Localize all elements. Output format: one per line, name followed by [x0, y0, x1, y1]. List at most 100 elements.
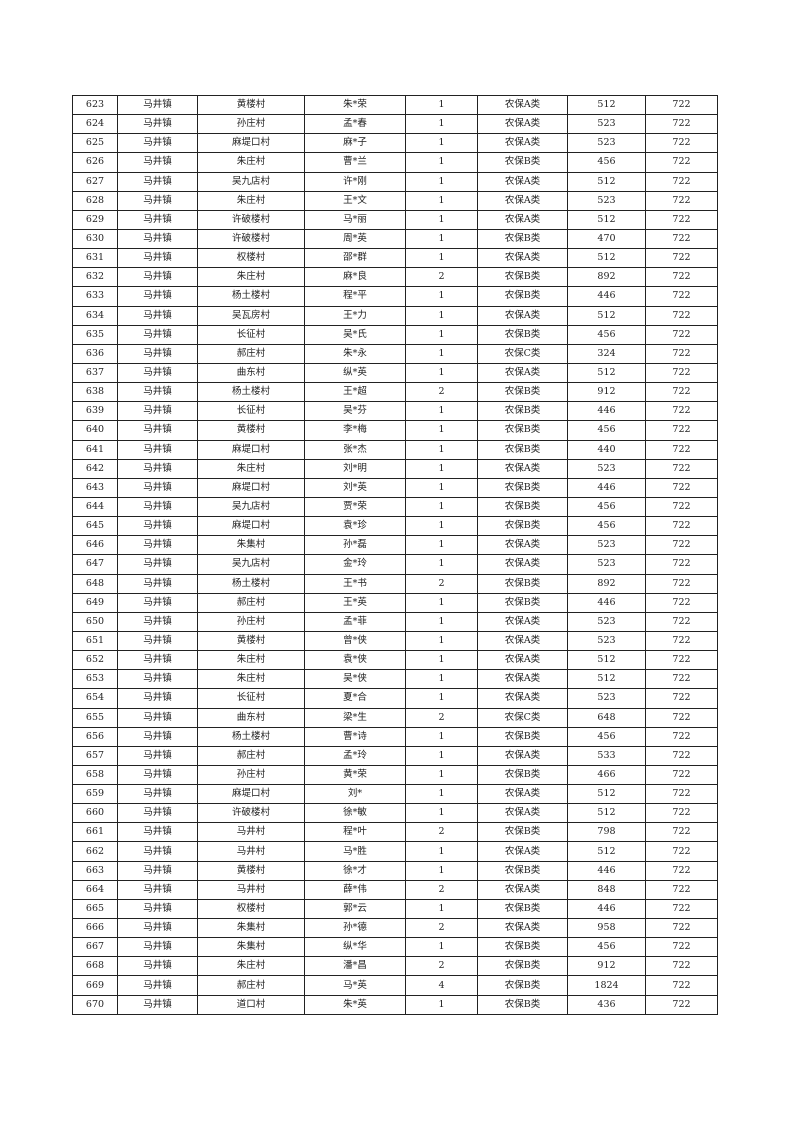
cell-household-count: 2	[405, 956, 478, 977]
cell-amount: 436	[567, 994, 646, 1015]
cell-village: 麻堤口村	[197, 516, 305, 537]
cell-amount: 456	[567, 324, 646, 345]
table-row: 628 马井镇 朱庄村 王*文 1 农保A类 523 722	[72, 190, 718, 211]
cell-amount: 456	[567, 937, 646, 958]
cell-row-number: 638	[72, 382, 118, 403]
cell-amount: 912	[567, 956, 646, 977]
cell-name: 吴*氏	[304, 324, 406, 345]
cell-town: 马井镇	[117, 171, 198, 192]
table-row: 659 马井镇 麻堤口村 刘* 1 农保A类 512 722	[72, 784, 718, 805]
cell-row-number: 668	[72, 956, 118, 977]
cell-name: 袁*珍	[304, 516, 406, 537]
cell-household-count: 1	[405, 669, 478, 690]
cell-name: 麻*子	[304, 133, 406, 154]
cell-name: 马*胜	[304, 841, 406, 862]
cell-amount: 512	[567, 669, 646, 690]
cell-amount: 523	[567, 554, 646, 575]
cell-household-count: 2	[405, 707, 478, 728]
cell-category: 农保A类	[477, 133, 568, 154]
cell-village: 郝庄村	[197, 592, 305, 613]
cell-amount: 446	[567, 401, 646, 422]
cell-household-count: 1	[405, 477, 478, 498]
cell-amount: 523	[567, 535, 646, 556]
cell-household-count: 1	[405, 611, 478, 632]
cell-category: 农保B类	[477, 401, 568, 422]
cell-standard: 722	[645, 956, 718, 977]
cell-household-count: 1	[405, 764, 478, 786]
cell-town: 马井镇	[117, 764, 198, 786]
cell-category: 农保B类	[477, 592, 568, 613]
cell-row-number: 639	[72, 401, 118, 422]
table-row: 656 马井镇 杨土楼村 曹*诗 1 农保B类 456 722	[72, 726, 718, 747]
cell-town: 马井镇	[117, 784, 198, 805]
cell-town: 马井镇	[117, 94, 198, 116]
cell-standard: 722	[645, 994, 718, 1015]
table-row: 658 马井镇 孙庄村 黄*荣 1 农保B类 466 722	[72, 764, 718, 786]
cell-household-count: 1	[405, 937, 478, 958]
cell-household-count: 1	[405, 898, 478, 920]
cell-town: 马井镇	[117, 305, 198, 326]
cell-village: 麻堤口村	[197, 133, 305, 154]
cell-village: 黄楼村	[197, 420, 305, 441]
cell-row-number: 624	[72, 114, 118, 135]
cell-standard: 722	[645, 688, 718, 709]
cell-standard: 722	[645, 918, 718, 939]
cell-amount: 324	[567, 343, 646, 364]
cell-name: 王*力	[304, 305, 406, 326]
table-row: 634 马井镇 吴瓦房村 王*力 1 农保A类 512 722	[72, 305, 718, 326]
cell-row-number: 666	[72, 918, 118, 939]
cell-village: 权楼村	[197, 898, 305, 920]
cell-amount: 1824	[567, 975, 646, 996]
cell-standard: 722	[645, 592, 718, 613]
cell-row-number: 641	[72, 439, 118, 460]
cell-category: 农保A类	[477, 630, 568, 652]
cell-category: 农保A类	[477, 554, 568, 575]
cell-standard: 722	[645, 937, 718, 958]
cell-amount: 523	[567, 114, 646, 135]
cell-category: 农保B类	[477, 420, 568, 441]
cell-row-number: 653	[72, 669, 118, 690]
cell-amount: 958	[567, 918, 646, 939]
table-row: 652 马井镇 朱庄村 袁*侠 1 农保A类 512 722	[72, 650, 718, 671]
cell-town: 马井镇	[117, 841, 198, 862]
cell-standard: 722	[645, 362, 718, 384]
cell-category: 农保B类	[477, 822, 568, 843]
cell-category: 农保A类	[477, 190, 568, 211]
cell-category: 农保A类	[477, 918, 568, 939]
cell-name: 孟*玲	[304, 745, 406, 766]
cell-household-count: 1	[405, 420, 478, 441]
cell-household-count: 1	[405, 228, 478, 250]
cell-standard: 722	[645, 669, 718, 690]
table-row: 653 马井镇 朱庄村 吴*侠 1 农保A类 512 722	[72, 669, 718, 690]
cell-household-count: 1	[405, 305, 478, 326]
table-body: 623 马井镇 黄楼村 朱*荣 1 农保A类 512 722 624 马井镇 孙庄村 孟*春 1 农保A类…	[72, 94, 718, 1015]
table-row: 669 马井镇 郝庄村 马*英 4 农保B类 1824 722	[72, 975, 718, 996]
cell-town: 马井镇	[117, 592, 198, 613]
cell-village: 曲东村	[197, 362, 305, 384]
cell-village: 朱庄村	[197, 152, 305, 173]
cell-town: 马井镇	[117, 937, 198, 958]
cell-standard: 722	[645, 458, 718, 479]
cell-village: 道口村	[197, 994, 305, 1015]
cell-town: 马井镇	[117, 573, 198, 594]
cell-standard: 722	[645, 975, 718, 996]
cell-village: 长征村	[197, 324, 305, 345]
cell-row-number: 656	[72, 726, 118, 747]
table-row: 646 马井镇 朱集村 孙*磊 1 农保A类 523 722	[72, 535, 718, 556]
cell-row-number: 643	[72, 477, 118, 498]
cell-standard: 722	[645, 324, 718, 345]
cell-name: 程*平	[304, 286, 406, 307]
cell-household-count: 1	[405, 745, 478, 766]
cell-name: 周*英	[304, 228, 406, 250]
cell-standard: 722	[645, 305, 718, 326]
table-row: 655 马井镇 曲东村 梁*生 2 农保C类 648 722	[72, 707, 718, 728]
cell-household-count: 2	[405, 879, 478, 900]
cell-name: 王*超	[304, 382, 406, 403]
cell-household-count: 1	[405, 535, 478, 556]
cell-row-number: 642	[72, 458, 118, 479]
cell-row-number: 644	[72, 496, 118, 518]
cell-town: 马井镇	[117, 918, 198, 939]
cell-row-number: 648	[72, 573, 118, 594]
cell-household-count: 2	[405, 918, 478, 939]
cell-town: 马井镇	[117, 324, 198, 345]
